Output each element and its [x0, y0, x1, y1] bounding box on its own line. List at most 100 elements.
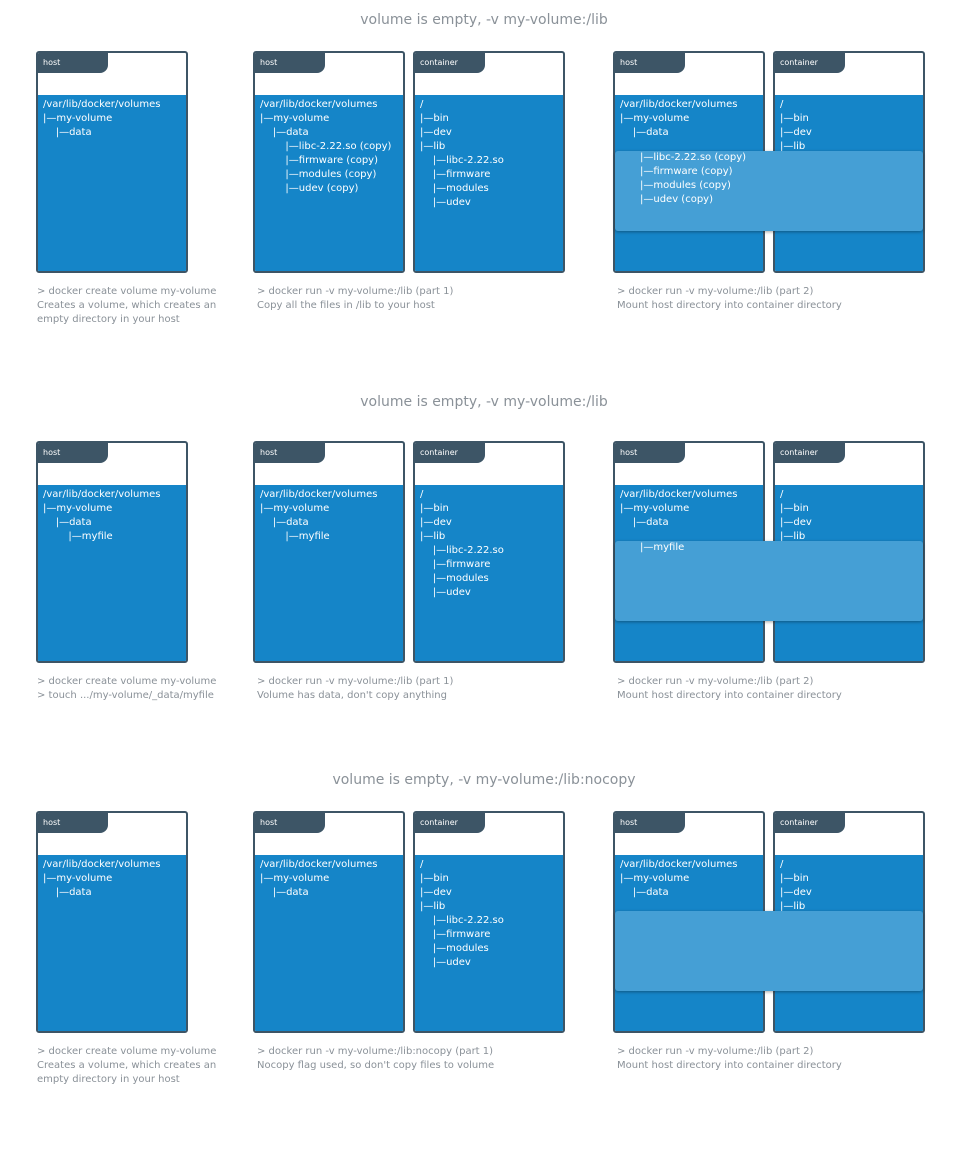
caption-line: > docker run -v my-volume:/lib (part 2) [617, 286, 814, 297]
container-tree: / |—bin |—dev |—lib |—libc-2.22.so |—firmwa… [420, 488, 504, 600]
caption-line: Volume has data, don't copy anything [257, 690, 447, 701]
tree-node: / [780, 489, 784, 500]
caption-line: Mount host directory into container dire… [617, 300, 842, 311]
tree-node: /var/lib/docker/volumes [260, 99, 378, 110]
tree-node: |—my-volume [620, 503, 690, 514]
tree-node: / [420, 859, 424, 870]
caption-line: > docker create volume my-volume [37, 286, 217, 297]
tree-node: |—myfile [260, 531, 330, 542]
tree-node: |—modules (copy) [260, 169, 377, 180]
tree-node: |—data [260, 127, 309, 138]
tree-node: |—lib [780, 531, 806, 542]
step-caption: > docker run -v my-volume:/lib (part 2) M… [617, 1045, 842, 1073]
panel-tab: host [255, 53, 325, 73]
tree-node: |—my-volume [260, 113, 330, 124]
host-tree: /var/lib/docker/volumes |—my-volume |—dat… [620, 488, 737, 530]
step-caption: > docker run -v my-volume:/lib:nocopy (p… [257, 1045, 494, 1073]
tree-node: |—firmware [420, 929, 491, 940]
section-title: volume is empty, -v my-volume:/lib [360, 394, 608, 410]
caption-line: Mount host directory into container dire… [617, 690, 842, 701]
caption-line: Nocopy flag used, so don't copy files to… [257, 1060, 495, 1071]
caption-line: Creates a volume, which creates an [37, 1060, 217, 1071]
tree-node: |—firmware (copy) [260, 155, 378, 166]
step-caption: > docker run -v my-volume:/lib (part 1) V… [257, 675, 453, 703]
panel-tab: host [615, 53, 685, 73]
host-tree: /var/lib/docker/volumes |—my-volume |—dat… [260, 98, 391, 196]
panel-tab: container [415, 53, 485, 73]
host-panel: host /var/lib/docker/volumes |—my-volume … [253, 811, 405, 1033]
tree-node: |—firmware [420, 169, 491, 180]
tree-node: |—modules [420, 183, 489, 194]
tree-node: |—dev [420, 887, 452, 898]
tree-node: |—modules [420, 943, 489, 954]
step-caption: > docker run -v my-volume:/lib (part 2) M… [617, 285, 842, 313]
host-panel: host /var/lib/docker/volumes |—my-volume … [36, 441, 188, 663]
tree-node: |—myfile [640, 542, 685, 553]
tree-node: |—my-volume [260, 503, 330, 514]
caption-line: > docker run -v my-volume:/lib (part 2) [617, 1046, 814, 1057]
tree-node: /var/lib/docker/volumes [620, 99, 738, 110]
panel-tab: host [38, 53, 108, 73]
host-panel: host /var/lib/docker/volumes |—my-volume … [253, 441, 405, 663]
panel-tab: host [38, 443, 108, 463]
tree-node: |—dev [420, 127, 452, 138]
tree-node: /var/lib/docker/volumes [260, 859, 378, 870]
caption-line: empty directory in your host [37, 1074, 180, 1085]
caption-line: Copy all the files in /lib to your host [257, 300, 435, 311]
caption-line: > docker create volume my-volume [37, 676, 217, 687]
container-tree: / |—bin |—dev |—lib |—libc-2.22.so |—firmwa… [420, 858, 504, 970]
tree-node: / [420, 99, 424, 110]
caption-line: > docker create volume my-volume [37, 1046, 217, 1057]
mount-overlay: |—myfile [615, 541, 923, 621]
tree-node: /var/lib/docker/volumes [620, 489, 738, 500]
step-caption: > docker create volume my-volume Creates … [37, 1045, 216, 1087]
panel-tab: container [775, 813, 845, 833]
tree-node: |—libc-2.22.so [420, 545, 504, 556]
host-tree: /var/lib/docker/volumes |—my-volume |—dat… [43, 858, 160, 900]
tree-node: |—firmware [420, 559, 491, 570]
mount-overlay: |—libc-2.22.so (copy) |—firmware (copy) |—… [615, 151, 923, 231]
tree-node: |—lib [420, 141, 446, 152]
host-panel: host /var/lib/docker/volumes |—my-volume … [253, 51, 405, 273]
tree-node: |—my-volume [43, 113, 113, 124]
section-title: volume is empty, -v my-volume:/lib:nocop… [332, 772, 636, 788]
section-title: volume is empty, -v my-volume:/lib [360, 12, 608, 28]
tree-node: /var/lib/docker/volumes [43, 99, 161, 110]
tree-node: |—dev [780, 887, 812, 898]
tree-node: |—my-volume [43, 503, 113, 514]
caption-line: > docker run -v my-volume:/lib (part 1) [257, 286, 454, 297]
step-caption: > docker run -v my-volume:/lib (part 1) C… [257, 285, 453, 313]
panel-tab: container [415, 813, 485, 833]
tree-node: |—data [260, 887, 309, 898]
container-panel: container / |—bin |—dev |—lib |—libc-2.22.s… [413, 441, 565, 663]
caption-line: > docker run -v my-volume:/lib (part 1) [257, 676, 454, 687]
tree-node: |—lib [780, 141, 806, 152]
tree-node: |—bin [420, 113, 449, 124]
panel-tab: host [615, 443, 685, 463]
container-tree: / |—bin |—dev |—lib [780, 98, 812, 154]
panel-tab: container [775, 53, 845, 73]
container-panel: container / |—bin |—dev |—lib |—libc-2.22.s… [413, 811, 565, 1033]
host-tree: /var/lib/docker/volumes |—my-volume |—dat… [260, 488, 377, 544]
panel-tab: host [38, 813, 108, 833]
overlay-tree: |—libc-2.22.so (copy) |—firmware (copy) |—… [640, 151, 746, 207]
tree-node: |—modules [420, 573, 489, 584]
tree-node: |—dev [780, 517, 812, 528]
tree-node: / [420, 489, 424, 500]
host-tree: /var/lib/docker/volumes |—my-volume |—dat… [260, 858, 377, 900]
mount-overlay [615, 911, 923, 991]
tree-node: |—data [260, 517, 309, 528]
tree-node: |—dev [420, 517, 452, 528]
panel-tab: host [615, 813, 685, 833]
tree-node: / [780, 859, 784, 870]
container-tree: / |—bin |—dev |—lib |—libc-2.22.so |—firmwa… [420, 98, 504, 210]
tree-node: |—libc-2.22.so [420, 915, 504, 926]
tree-node: |—dev [780, 127, 812, 138]
host-tree: /var/lib/docker/volumes |—my-volume |—dat… [43, 98, 160, 140]
host-panel: host /var/lib/docker/volumes |—my-volume … [36, 51, 188, 273]
host-tree: /var/lib/docker/volumes |—my-volume |—dat… [620, 858, 737, 900]
tree-node: |—bin [780, 873, 809, 884]
tree-node: |—lib [420, 531, 446, 542]
host-tree: /var/lib/docker/volumes |—my-volume |—dat… [43, 488, 160, 544]
tree-node: |—bin [780, 503, 809, 514]
